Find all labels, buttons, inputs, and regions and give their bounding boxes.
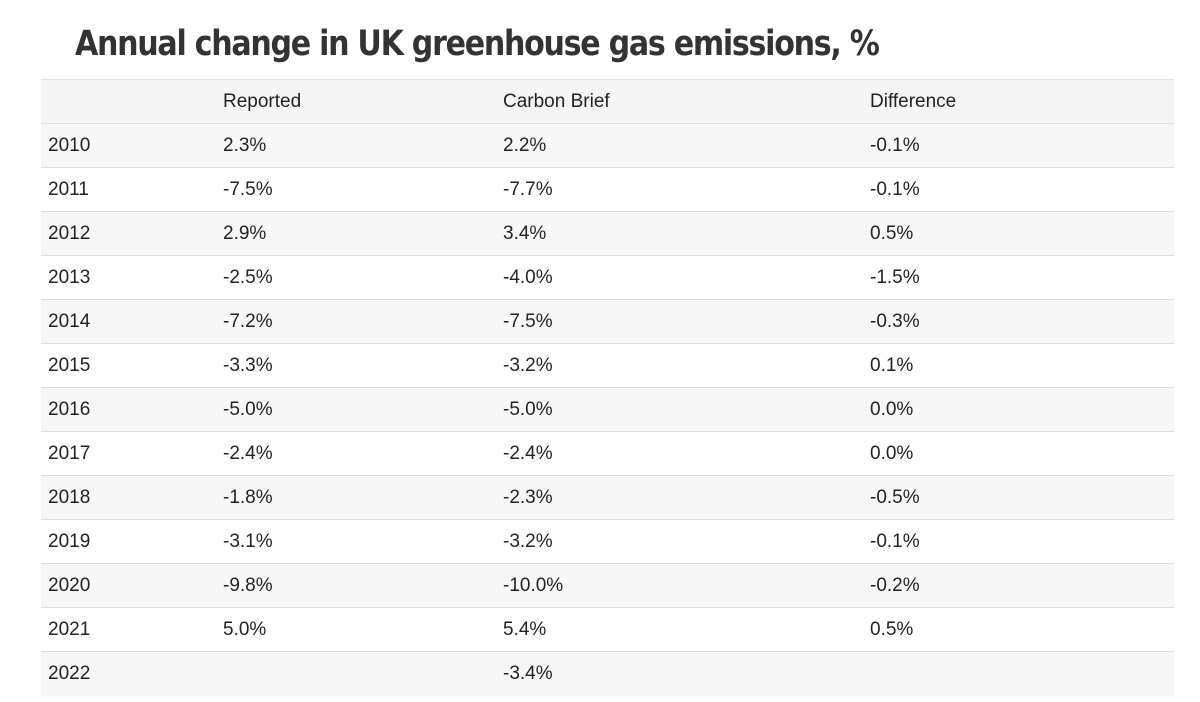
difference-cell: -0.1% <box>870 134 920 156</box>
reported-cell: 5.0% <box>223 618 267 640</box>
year-cell: 2021 <box>48 618 91 640</box>
difference-cell: -0.5% <box>870 486 920 508</box>
year-cell: 2017 <box>48 442 91 464</box>
reported-cell: -5.0% <box>223 398 273 420</box>
year-cell: 2010 <box>48 134 91 156</box>
table-row: 2014 -7.2% -7.5% -0.3% <box>41 299 1174 344</box>
header-reported: Reported <box>223 90 302 112</box>
reported-cell: -7.5% <box>223 178 273 200</box>
table-row: 2020 -9.8% -10.0% -0.2% <box>41 563 1174 608</box>
carbon-brief-cell: -7.7% <box>503 178 553 200</box>
carbon-brief-cell: -7.5% <box>503 310 553 332</box>
emissions-table: Reported Carbon Brief Difference 2010 2.3… <box>41 79 1174 696</box>
reported-cell: -2.4% <box>223 442 273 464</box>
table-row: 2010 2.3% 2.2% -0.1% <box>41 123 1174 168</box>
carbon-brief-cell: -3.2% <box>503 354 553 376</box>
difference-cell: 0.0% <box>870 398 914 420</box>
carbon-brief-cell: 5.4% <box>503 618 547 640</box>
difference-cell: 0.1% <box>870 354 914 376</box>
table-row: 2013 -2.5% -4.0% -1.5% <box>41 256 1174 300</box>
table-row: 2015 -3.3% -3.2% 0.1% <box>41 344 1174 388</box>
difference-cell: -0.3% <box>870 310 920 332</box>
reported-cell: -3.3% <box>223 354 273 376</box>
difference-cell: -0.1% <box>870 178 920 200</box>
difference-cell: 0.5% <box>870 222 914 244</box>
carbon-brief-cell: 2.2% <box>503 134 547 156</box>
reported-cell <box>216 652 496 696</box>
table-body: 2010 2.3% 2.2% -0.1% 2011 -7.5% -7.7% -0.1% 2012… <box>41 123 1174 696</box>
carbon-brief-cell: -5.0% <box>503 398 553 420</box>
year-cell: 2013 <box>48 266 91 288</box>
table-row: 2019 -3.1% -3.2% -0.1% <box>41 520 1174 564</box>
reported-cell: 2.9% <box>223 222 267 244</box>
header-carbon-brief: Carbon Brief <box>503 90 610 112</box>
table-row: 2011 -7.5% -7.7% -0.1% <box>41 168 1174 212</box>
difference-cell: -1.5% <box>870 266 920 288</box>
table-row: 2018 -1.8% -2.3% -0.5% <box>41 475 1174 520</box>
difference-cell: 0.0% <box>870 442 914 464</box>
difference-cell: -0.1% <box>870 530 920 552</box>
year-cell: 2011 <box>48 178 89 200</box>
year-cell: 2016 <box>48 398 91 420</box>
carbon-brief-cell: -2.3% <box>503 486 553 508</box>
table-row: 2017 -2.4% -2.4% 0.0% <box>41 432 1174 476</box>
reported-cell: -3.1% <box>223 530 273 552</box>
carbon-brief-cell: -2.4% <box>503 442 553 464</box>
reported-cell: -2.5% <box>223 266 273 288</box>
reported-cell: -7.2% <box>223 310 273 332</box>
carbon-brief-cell: -4.0% <box>503 266 553 288</box>
table-row: 2022 -3.4% <box>41 651 1174 696</box>
reported-cell: 2.3% <box>223 134 267 156</box>
carbon-brief-cell: -10.0% <box>503 574 564 596</box>
table-row: 2012 2.9% 3.4% 0.5% <box>41 211 1174 256</box>
reported-cell: -9.8% <box>223 574 273 596</box>
year-cell: 2014 <box>48 310 91 332</box>
year-cell: 2019 <box>48 530 91 552</box>
year-cell: 2020 <box>48 574 91 596</box>
carbon-brief-cell: -3.4% <box>503 662 553 684</box>
table-title: Annual change in UK greenhouse gas emiss… <box>75 24 880 64</box>
year-cell: 2015 <box>48 354 91 376</box>
year-cell: 2018 <box>48 486 91 508</box>
carbon-brief-cell: 3.4% <box>503 222 547 244</box>
difference-cell: 0.5% <box>870 618 914 640</box>
year-cell: 2012 <box>48 222 91 244</box>
difference-cell <box>863 652 1174 696</box>
carbon-brief-cell: -3.2% <box>503 530 553 552</box>
table-row: 2021 5.0% 5.4% 0.5% <box>41 608 1174 652</box>
header-year <box>41 80 216 124</box>
year-cell: 2022 <box>48 662 91 684</box>
reported-cell: -1.8% <box>223 486 273 508</box>
table-header-row: Reported Carbon Brief Difference <box>41 79 1174 124</box>
header-difference: Difference <box>870 90 957 112</box>
table-row: 2016 -5.0% -5.0% 0.0% <box>41 387 1174 432</box>
difference-cell: -0.2% <box>870 574 920 596</box>
